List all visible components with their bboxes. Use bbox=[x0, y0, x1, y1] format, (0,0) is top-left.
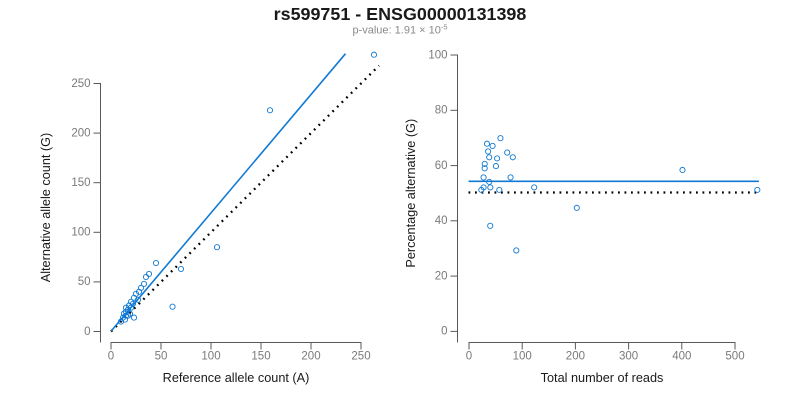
svg-text:250: 250 bbox=[71, 78, 90, 90]
svg-text:100: 100 bbox=[428, 49, 447, 61]
svg-text:20: 20 bbox=[435, 270, 448, 282]
svg-text:400: 400 bbox=[672, 351, 691, 363]
svg-text:250: 250 bbox=[351, 351, 370, 363]
svg-text:100: 100 bbox=[513, 351, 532, 363]
svg-text:0: 0 bbox=[84, 326, 90, 338]
svg-text:Alternative allele count (G): Alternative allele count (G) bbox=[39, 133, 53, 283]
svg-text:100: 100 bbox=[71, 227, 90, 239]
svg-text:0: 0 bbox=[441, 326, 447, 338]
svg-text:60: 60 bbox=[435, 160, 448, 172]
svg-text:150: 150 bbox=[251, 351, 270, 363]
svg-text:300: 300 bbox=[619, 351, 638, 363]
svg-text:200: 200 bbox=[71, 127, 90, 139]
svg-text:500: 500 bbox=[725, 351, 744, 363]
svg-text:50: 50 bbox=[78, 276, 91, 288]
svg-text:100: 100 bbox=[201, 351, 220, 363]
svg-text:p-value: 1.91 × 10-5: p-value: 1.91 × 10-5 bbox=[352, 23, 447, 37]
svg-text:Reference allele count (A): Reference allele count (A) bbox=[163, 371, 310, 385]
svg-text:0: 0 bbox=[108, 351, 114, 363]
svg-text:50: 50 bbox=[155, 351, 168, 363]
svg-text:Percentage alternative (G): Percentage alternative (G) bbox=[404, 119, 418, 268]
svg-text:40: 40 bbox=[435, 215, 448, 227]
svg-text:Total number of reads: Total number of reads bbox=[541, 371, 664, 385]
svg-text:150: 150 bbox=[71, 177, 90, 189]
svg-text:rs599751 - ENSG00000131398: rs599751 - ENSG00000131398 bbox=[274, 4, 527, 24]
svg-text:0: 0 bbox=[466, 351, 472, 363]
svg-text:80: 80 bbox=[435, 105, 448, 117]
svg-text:200: 200 bbox=[566, 351, 585, 363]
svg-text:200: 200 bbox=[301, 351, 320, 363]
